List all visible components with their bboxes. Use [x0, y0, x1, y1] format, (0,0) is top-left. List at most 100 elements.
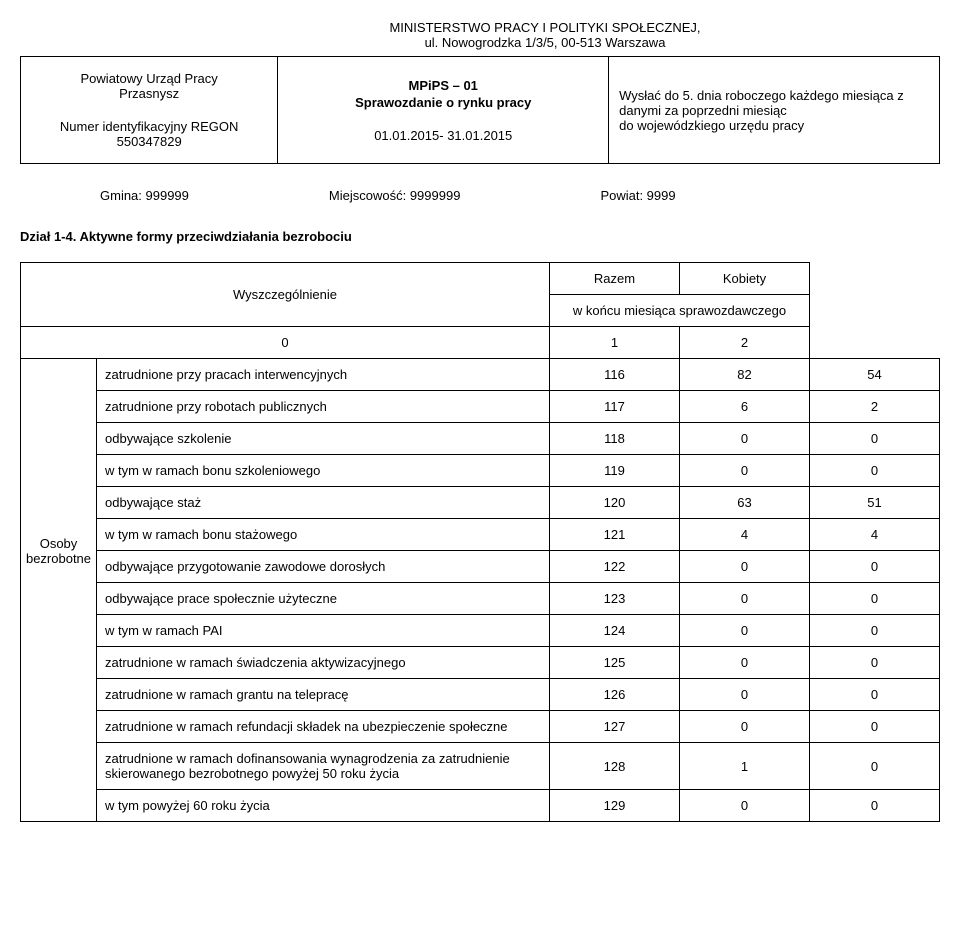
table-row: odbywające prace społecznie użyteczne 12… [21, 583, 940, 615]
row-idx: 120 [550, 487, 680, 519]
table-row: odbywające staż 120 63 51 [21, 487, 940, 519]
row-v1: 0 [680, 790, 810, 822]
data-table: Wyszczególnienie Razem Kobiety w końcu m… [20, 262, 940, 822]
row-v1: 82 [680, 359, 810, 391]
row-label: zatrudnione w ramach dofinansowania wyna… [97, 743, 550, 790]
section-title: Dział 1-4. Aktywne formy przeciwdziałani… [20, 229, 940, 244]
row-v2: 0 [810, 551, 940, 583]
row-idx: 118 [550, 423, 680, 455]
row-v1: 6 [680, 391, 810, 423]
row-v1: 0 [680, 679, 810, 711]
row-label: zatrudnione przy pracach interwencyjnych [97, 359, 550, 391]
office-line1: Powiatowy Urząd Pracy [31, 71, 267, 86]
row-v2: 54 [810, 359, 940, 391]
row-v1: 63 [680, 487, 810, 519]
row-label: zatrudnione w ramach refundacji składek … [97, 711, 550, 743]
row-v2: 0 [810, 679, 940, 711]
row-v2: 51 [810, 487, 940, 519]
admin-row: Gmina: 999999 Miejscowość: 9999999 Powia… [20, 188, 940, 203]
row-idx: 126 [550, 679, 680, 711]
row-label: zatrudnione w ramach grantu na telepracę [97, 679, 550, 711]
row-label: odbywające staż [97, 487, 550, 519]
form-code: MPiPS – 01 [288, 78, 598, 93]
row-label: w tym powyżej 60 roku życia [97, 790, 550, 822]
row-v1: 0 [680, 423, 810, 455]
table-row: zatrudnione przy robotach publicznych 11… [21, 391, 940, 423]
side-label-spacer-bottom [21, 583, 97, 822]
regon-value: 550347829 [31, 134, 267, 149]
side-label-osoby: Osoby bezrobotne [21, 519, 97, 583]
row-v1: 0 [680, 647, 810, 679]
row-v2: 0 [810, 647, 940, 679]
table-row: zatrudnione w ramach dofinansowania wyna… [21, 743, 940, 790]
row-label: zatrudnione przy robotach publicznych [97, 391, 550, 423]
index-0: 0 [21, 327, 550, 359]
row-idx: 129 [550, 790, 680, 822]
regon-label: Numer identyfikacyjny REGON [31, 119, 267, 134]
row-v2: 0 [810, 615, 940, 647]
row-idx: 121 [550, 519, 680, 551]
row-label: odbywające prace społecznie użyteczne [97, 583, 550, 615]
row-idx: 127 [550, 711, 680, 743]
ministry-line1: MINISTERSTWO PRACY I POLITYKI SPOŁECZNEJ… [210, 20, 880, 35]
col-header-kobiety: Kobiety [680, 263, 810, 295]
table-row: zatrudnione w ramach refundacji składek … [21, 711, 940, 743]
row-label: w tym w ramach bonu szkoleniowego [97, 455, 550, 487]
table-row: zatrudnione w ramach świadczenia aktywiz… [21, 647, 940, 679]
row-idx: 117 [550, 391, 680, 423]
powiat-label: Powiat: 9999 [600, 188, 675, 203]
row-v2: 4 [810, 519, 940, 551]
row-v1: 0 [680, 711, 810, 743]
row-v2: 0 [810, 583, 940, 615]
row-v1: 0 [680, 551, 810, 583]
table-row: odbywające przygotowanie zawodowe dorosł… [21, 551, 940, 583]
send-instructions: Wysłać do 5. dnia roboczego każdego mies… [619, 88, 929, 118]
row-v2: 0 [810, 423, 940, 455]
table-row: odbywające szkolenie 118 0 0 [21, 423, 940, 455]
side-label-spacer-top [21, 359, 97, 519]
table-row: w tym w ramach PAI 124 0 0 [21, 615, 940, 647]
row-idx: 122 [550, 551, 680, 583]
row-label: w tym w ramach bonu stażowego [97, 519, 550, 551]
ministry-header: MINISTERSTWO PRACY I POLITYKI SPOŁECZNEJ… [210, 20, 880, 50]
table-row: zatrudnione przy pracach interwencyjnych… [21, 359, 940, 391]
header-left-cell: Powiatowy Urząd Pracy Przasnysz Numer id… [21, 57, 278, 164]
row-v1: 1 [680, 743, 810, 790]
row-label: zatrudnione w ramach świadczenia aktywiz… [97, 647, 550, 679]
row-idx: 119 [550, 455, 680, 487]
col-header-wyszczegolnienie: Wyszczególnienie [21, 263, 550, 327]
ministry-line2: ul. Nowogrodzka 1/3/5, 00-513 Warszawa [210, 35, 880, 50]
row-label: odbywające przygotowanie zawodowe dorosł… [97, 551, 550, 583]
table-row: Osoby bezrobotne w tym w ramach bonu sta… [21, 519, 940, 551]
row-v1: 0 [680, 583, 810, 615]
row-idx: 123 [550, 583, 680, 615]
header-right-cell: Wysłać do 5. dnia roboczego każdego mies… [609, 57, 940, 164]
report-period: 01.01.2015- 31.01.2015 [288, 128, 598, 143]
miejscowosc-label: Miejscowość: 9999999 [329, 188, 461, 203]
row-label: w tym w ramach PAI [97, 615, 550, 647]
form-title: Sprawozdanie o rynku pracy [288, 95, 598, 110]
office-line2: Przasnysz [31, 86, 267, 101]
gmina-label: Gmina: 999999 [100, 188, 189, 203]
row-idx: 128 [550, 743, 680, 790]
send-target: do wojewódzkiego urzędu pracy [619, 118, 929, 133]
subheader-period: w końcu miesiąca sprawozdawczego [550, 295, 810, 327]
table-row: zatrudnione w ramach grantu na telepracę… [21, 679, 940, 711]
row-v1: 0 [680, 615, 810, 647]
header-info-table: Powiatowy Urząd Pracy Przasnysz Numer id… [20, 56, 940, 164]
row-v1: 4 [680, 519, 810, 551]
index-1: 1 [550, 327, 680, 359]
row-v2: 2 [810, 391, 940, 423]
row-idx: 125 [550, 647, 680, 679]
row-v2: 0 [810, 743, 940, 790]
col-header-razem: Razem [550, 263, 680, 295]
row-v2: 0 [810, 455, 940, 487]
row-v1: 0 [680, 455, 810, 487]
row-v2: 0 [810, 790, 940, 822]
table-row: w tym powyżej 60 roku życia 129 0 0 [21, 790, 940, 822]
index-2: 2 [680, 327, 810, 359]
row-idx: 124 [550, 615, 680, 647]
row-idx: 116 [550, 359, 680, 391]
header-center-cell: MPiPS – 01 Sprawozdanie o rynku pracy 01… [278, 57, 609, 164]
row-v2: 0 [810, 711, 940, 743]
